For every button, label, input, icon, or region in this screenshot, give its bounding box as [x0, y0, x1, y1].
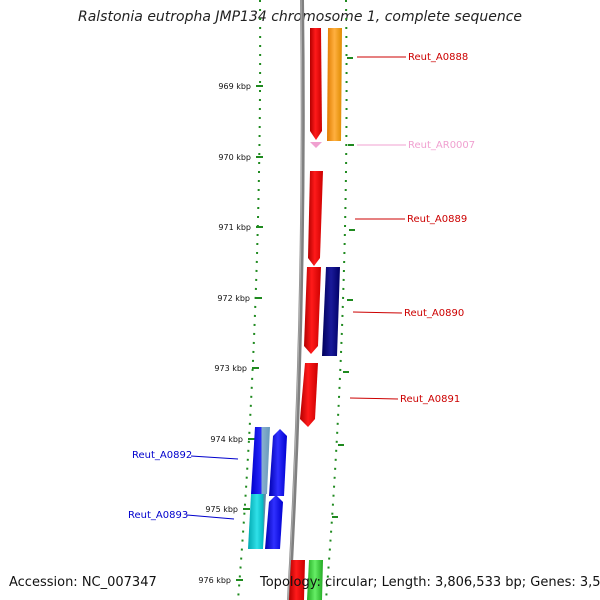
scale-tick-label: 973 kbp: [214, 364, 247, 373]
scale-tick-label: 974 kbp: [210, 435, 243, 444]
gene-features: [248, 28, 342, 600]
map-title: Ralstonia eutropha JMP134 chromosome 1, …: [77, 9, 522, 25]
dotted-guide-tracks: [237, 0, 355, 600]
accession-text: Accession: NC_007347: [9, 575, 157, 590]
gene-shape-navy[interactable]: [322, 267, 340, 356]
gene-labels: Reut_A0888 Reut_AR0007 Reut_A0889 Reut_A…: [128, 52, 475, 521]
gene-shape-reut-a0889[interactable]: [308, 171, 323, 266]
leader-line-reut-a0891: [349, 397, 399, 400]
gene-shape-blue-arrow-1[interactable]: [269, 429, 287, 496]
genome-summary-text: Topology: circular; Length: 3,806,533 bp…: [260, 575, 600, 590]
gene-label-reut-a0892[interactable]: Reut_A0892: [132, 450, 192, 461]
gene-label-reut-a0888[interactable]: Reut_A0888: [408, 52, 468, 63]
gene-shape-reut-ar0007[interactable]: [310, 142, 322, 148]
gene-label-reut-a0890[interactable]: Reut_A0890: [404, 308, 464, 319]
gene-label-reut-a0893[interactable]: Reut_A0893: [128, 510, 188, 521]
scale-tick-label: 971 kbp: [218, 223, 251, 232]
gene-label-reut-a0891[interactable]: Reut_A0891: [400, 394, 460, 405]
leader-line-reut-a0892: [190, 455, 239, 460]
leader-line-reut-a0890: [352, 311, 403, 314]
gene-label-reut-ar0007[interactable]: Reut_AR0007: [408, 140, 475, 151]
gene-shape-green-bottom[interactable]: [307, 560, 323, 600]
scale-tick-label: 976 kbp: [198, 576, 231, 585]
gene-shape-blue-arrow-2[interactable]: [265, 495, 283, 549]
gene-shape-orange[interactable]: [327, 28, 342, 141]
scale-tick-label: 970 kbp: [218, 153, 251, 162]
gene-shape-reut-a0891[interactable]: [300, 363, 318, 427]
gene-shape-reut-a0893[interactable]: [248, 494, 266, 549]
chromosome-backbone-highlight: [287, 0, 303, 600]
gene-label-reut-a0889[interactable]: Reut_A0889: [407, 214, 467, 225]
scale-tick-label: 975 kbp: [205, 505, 238, 514]
scale-axis: 969 kbp 970 kbp 971 kbp 972 kbp 973 kbp 974 k…: [198, 82, 263, 585]
gene-shape-reut-a0888[interactable]: [310, 28, 322, 140]
gene-shape-reut-a0890[interactable]: [304, 267, 321, 354]
leader-line-reut-a0893: [186, 514, 235, 520]
scale-tick-label: 969 kbp: [218, 82, 251, 91]
scale-tick-label: 972 kbp: [217, 294, 250, 303]
chromosome-backbone: [287, 0, 305, 600]
gene-shape-reut-a0892[interactable]: [251, 427, 270, 494]
gene-shape-red-bottom[interactable]: [289, 560, 305, 600]
